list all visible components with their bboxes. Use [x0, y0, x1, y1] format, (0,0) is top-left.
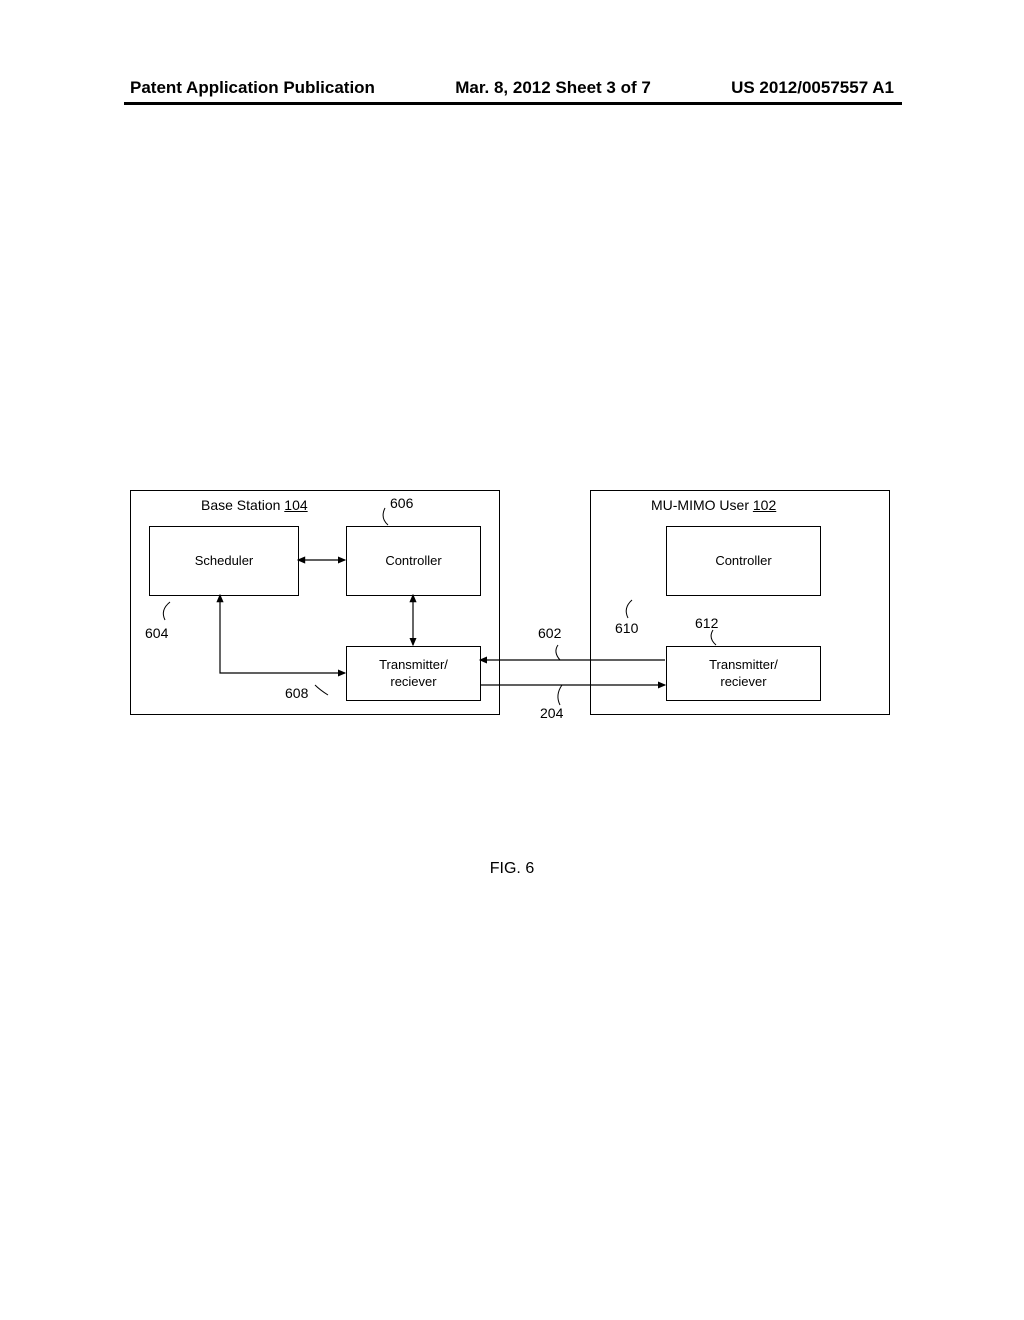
- ref-602: 602: [538, 625, 561, 641]
- mu-controller-label: Controller: [715, 553, 771, 570]
- ref-608: 608: [285, 685, 308, 701]
- bs-controller-label: Controller: [385, 553, 441, 570]
- scheduler-box: Scheduler: [149, 526, 299, 596]
- mu-user-box: MU-MIMO User 102 Controller Transmitter/…: [590, 490, 890, 715]
- ref-610: 610: [615, 620, 638, 636]
- header-rule: [124, 102, 902, 105]
- base-station-title: Base Station 104: [201, 497, 308, 513]
- bs-txrx-label: Transmitter/ reciever: [379, 657, 448, 691]
- figure-caption: FIG. 6: [0, 860, 1024, 878]
- header-center: Mar. 8, 2012 Sheet 3 of 7: [455, 78, 651, 98]
- ref-204: 204: [540, 705, 563, 721]
- ref-604: 604: [145, 625, 168, 641]
- bs-controller-box: Controller: [346, 526, 481, 596]
- mu-txrx-box: Transmitter/ reciever: [666, 646, 821, 701]
- header-left: Patent Application Publication: [130, 78, 375, 98]
- mu-user-title: MU-MIMO User 102: [651, 497, 776, 513]
- mu-txrx-label: Transmitter/ reciever: [709, 657, 778, 691]
- scheduler-label: Scheduler: [195, 553, 254, 570]
- header-right: US 2012/0057557 A1: [731, 78, 894, 98]
- bs-txrx-box: Transmitter/ reciever: [346, 646, 481, 701]
- ref-606: 606: [390, 495, 413, 511]
- ref-612: 612: [695, 615, 718, 631]
- diagram: Base Station 104 Scheduler Controller Tr…: [130, 490, 900, 740]
- page-header: Patent Application Publication Mar. 8, 2…: [0, 78, 1024, 98]
- mu-controller-box: Controller: [666, 526, 821, 596]
- base-station-box: Base Station 104 Scheduler Controller Tr…: [130, 490, 500, 715]
